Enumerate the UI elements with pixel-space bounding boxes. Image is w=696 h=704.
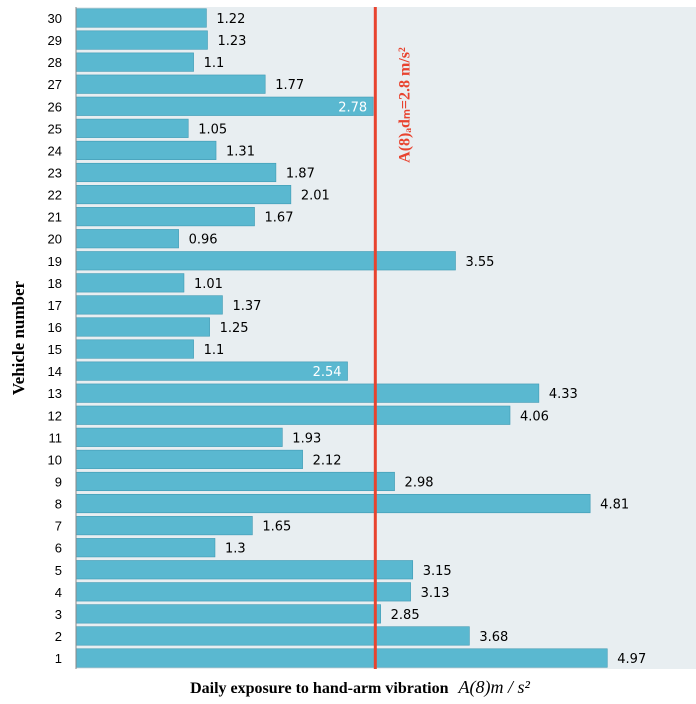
y-tick-label: 11 bbox=[49, 430, 63, 445]
bar bbox=[75, 140, 217, 160]
bar-value-label: 1.65 bbox=[262, 520, 291, 535]
y-tick-label: 24 bbox=[48, 143, 62, 158]
y-tick-label: 1 bbox=[55, 651, 62, 666]
y-tick-label: 18 bbox=[48, 276, 62, 291]
y-tick-label: 26 bbox=[48, 99, 62, 114]
bar bbox=[75, 295, 223, 315]
x-axis-unit: A(8)m / s² bbox=[458, 677, 531, 698]
y-tick-label: 28 bbox=[48, 55, 62, 70]
bar-value-label: 2.54 bbox=[313, 365, 342, 380]
bar-value-label: 1.87 bbox=[286, 166, 315, 181]
reference-line-label: A(8)ₐdₘ=2.8 m/s² bbox=[396, 47, 413, 163]
bar-value-label: 1.37 bbox=[232, 299, 261, 314]
bar-value-label: 1.1 bbox=[204, 56, 225, 71]
y-tick-label: 3 bbox=[55, 607, 62, 622]
value-labels-group: 4.97 3.68 2.853.13 3.15 1.3 1.65 4.81 2.98 2.12 1… bbox=[189, 12, 647, 667]
bar bbox=[75, 52, 194, 72]
y-tick-label: 10 bbox=[48, 452, 62, 467]
bar bbox=[75, 229, 179, 249]
bar-value-label: 0.96 bbox=[189, 233, 218, 248]
y-tick-label: 17 bbox=[48, 298, 62, 313]
y-tick-label: 29 bbox=[48, 33, 62, 48]
bar bbox=[75, 251, 456, 271]
y-tick-label: 14 bbox=[48, 364, 62, 379]
bar bbox=[75, 493, 591, 514]
bar bbox=[75, 317, 210, 337]
y-tick-label: 4 bbox=[55, 585, 62, 600]
bar bbox=[75, 648, 608, 668]
y-tick-label: 20 bbox=[48, 232, 62, 247]
y-tick-label: 12 bbox=[48, 408, 62, 423]
bar-value-label: 4.81 bbox=[600, 498, 629, 513]
y-tick-label: 15 bbox=[48, 342, 62, 357]
y-tick-label: 2 bbox=[55, 629, 62, 644]
x-axis-label: Daily exposure to hand-arm vibration bbox=[190, 680, 448, 697]
y-tick-label: 19 bbox=[48, 254, 62, 269]
y-tick-label: 7 bbox=[55, 519, 62, 534]
y-tick-label: 9 bbox=[55, 474, 62, 489]
bar-value-label: 1.25 bbox=[220, 321, 249, 336]
bar bbox=[75, 516, 253, 536]
bar-value-label: 4.06 bbox=[520, 409, 549, 424]
y-tick-label: 27 bbox=[48, 77, 62, 92]
bar bbox=[75, 96, 374, 116]
bar-value-label: 1.31 bbox=[226, 144, 255, 159]
y-tick-label: 21 bbox=[48, 210, 62, 225]
bar-value-label: 1.23 bbox=[217, 34, 246, 49]
bar-value-label: 1.93 bbox=[292, 431, 321, 446]
plot-background bbox=[76, 7, 696, 669]
bar bbox=[75, 471, 395, 492]
bar bbox=[75, 427, 283, 447]
bar bbox=[75, 339, 194, 359]
bar bbox=[75, 538, 216, 558]
y-tick-label: 6 bbox=[55, 541, 62, 556]
bar bbox=[75, 361, 348, 381]
bar bbox=[75, 449, 303, 469]
bar-value-label: 1.1 bbox=[204, 343, 225, 358]
y-ticks-group: 1234567891011121314151617181920212223242… bbox=[48, 11, 62, 666]
y-tick-label: 5 bbox=[55, 563, 62, 578]
bar bbox=[75, 74, 266, 94]
bar-value-label: 4.97 bbox=[617, 652, 646, 667]
bar bbox=[75, 626, 470, 646]
y-tick-label: 25 bbox=[48, 121, 62, 136]
bar bbox=[75, 162, 277, 183]
bar bbox=[75, 8, 207, 28]
bar bbox=[75, 560, 414, 580]
bar-value-label: 2.12 bbox=[313, 453, 342, 468]
bar bbox=[75, 383, 540, 403]
y-tick-label: 30 bbox=[48, 11, 62, 26]
bar-value-label: 3.15 bbox=[423, 564, 452, 579]
bar bbox=[75, 604, 381, 624]
y-tick-label: 16 bbox=[48, 320, 62, 335]
bar bbox=[75, 30, 208, 50]
bar bbox=[75, 185, 292, 205]
bar bbox=[75, 118, 189, 138]
bar-value-label: 1.67 bbox=[265, 211, 294, 226]
bar-value-label: 2.01 bbox=[301, 189, 330, 204]
bar-value-label: 2.78 bbox=[338, 100, 367, 115]
bar-value-label: 3.68 bbox=[479, 630, 508, 645]
bar-value-label: 4.33 bbox=[549, 387, 578, 402]
bar-value-label: 1.01 bbox=[194, 277, 223, 292]
bar-value-label: 1.77 bbox=[275, 78, 304, 93]
bar bbox=[75, 207, 255, 227]
x-axis-label-group: Daily exposure to hand-arm vibration A(8… bbox=[190, 677, 530, 698]
y-tick-label: 23 bbox=[48, 165, 62, 180]
y-tick-label: 22 bbox=[48, 188, 62, 203]
bar-value-label: 3.13 bbox=[421, 586, 450, 601]
bar bbox=[75, 405, 511, 425]
y-tick-label: 13 bbox=[48, 386, 62, 401]
y-tick-label: 8 bbox=[55, 497, 62, 512]
bar bbox=[75, 273, 185, 293]
bar-value-label: 2.98 bbox=[405, 475, 434, 490]
bar-value-label: 3.55 bbox=[465, 255, 494, 270]
bar-value-label: 2.85 bbox=[391, 608, 420, 623]
y-axis-label: Vehicle number bbox=[9, 280, 28, 395]
bar-value-label: 1.3 bbox=[225, 542, 246, 557]
bar-value-label: 1.22 bbox=[216, 12, 245, 27]
bar-value-label: 1.05 bbox=[198, 122, 227, 137]
bar bbox=[75, 582, 411, 602]
